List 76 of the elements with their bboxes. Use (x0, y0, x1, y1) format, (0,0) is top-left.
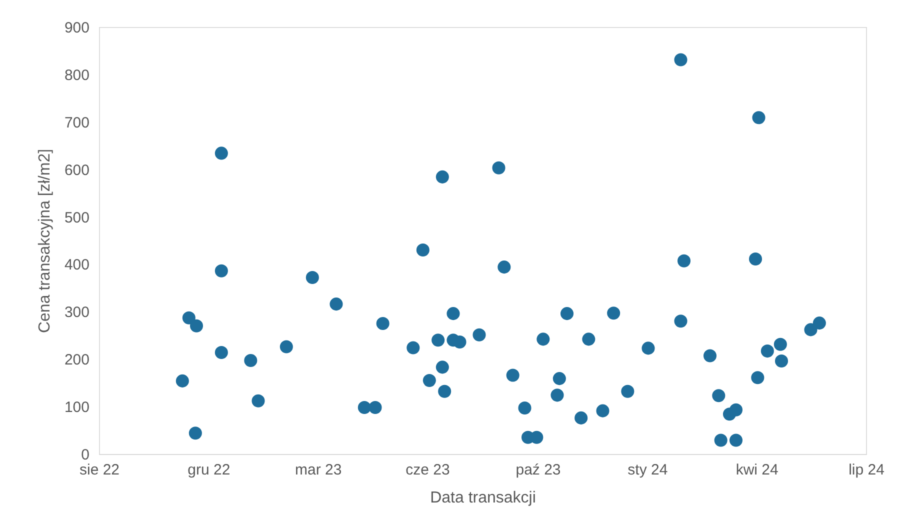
point (214, 146, 228, 160)
point (416, 243, 430, 256)
point (214, 264, 228, 278)
point (506, 368, 520, 382)
x-tick-label: cze 23 (406, 462, 450, 478)
point (751, 371, 764, 384)
point (530, 430, 544, 444)
y-tick-label: 100 (64, 399, 90, 416)
point (453, 336, 466, 349)
x-tick-label: sty 24 (628, 462, 668, 478)
point (774, 338, 787, 351)
y-axis-title: Cena transakcyjna [zł/m2] (36, 148, 54, 334)
x-tick-label: sie 22 (79, 462, 120, 478)
point (714, 434, 728, 447)
y-tick-label: 900 (64, 20, 90, 36)
point (376, 317, 390, 330)
point (774, 354, 788, 368)
point (280, 340, 293, 354)
point (176, 374, 189, 388)
point (812, 316, 826, 330)
point (560, 307, 574, 320)
point (252, 394, 265, 408)
x-tick-label: gru 22 (188, 462, 230, 478)
point (472, 328, 486, 342)
point (804, 323, 818, 336)
point (358, 401, 371, 414)
point (712, 389, 726, 402)
point (492, 161, 506, 174)
point (306, 271, 319, 284)
y-tick-label: 700 (64, 114, 90, 132)
point (182, 311, 196, 324)
point (188, 426, 202, 440)
point (729, 434, 743, 447)
y-tick-label: 600 (64, 162, 90, 179)
point (406, 341, 420, 354)
point (674, 314, 688, 328)
y-tick-label: 200 (64, 352, 90, 369)
point (729, 403, 743, 416)
point (214, 346, 228, 359)
point (703, 349, 717, 362)
point (498, 260, 511, 274)
point (244, 354, 258, 368)
point (438, 384, 452, 398)
point (422, 374, 436, 387)
y-tick-label: 400 (64, 256, 90, 274)
y-tick-label: 800 (64, 66, 90, 84)
point (582, 332, 596, 346)
point (596, 404, 610, 418)
point (677, 254, 691, 268)
x-tick-label: lip 24 (848, 462, 884, 478)
point (550, 388, 564, 402)
point (536, 332, 550, 346)
point (436, 170, 449, 184)
point (436, 360, 449, 374)
point (330, 298, 343, 311)
x-tick-label: kwi 24 (736, 462, 778, 478)
point (552, 372, 566, 386)
y-tick-label: 300 (64, 304, 90, 322)
x-tick-label: paź 23 (516, 462, 561, 478)
point (621, 384, 634, 398)
point (518, 401, 532, 414)
y-tick-label: 0 (81, 446, 90, 464)
point (574, 411, 588, 424)
point (190, 319, 204, 332)
point (674, 53, 688, 66)
point (446, 307, 460, 320)
x-tick-label: mar 23 (294, 462, 342, 478)
point (642, 342, 655, 355)
point (752, 111, 766, 124)
point (607, 306, 620, 320)
point (760, 344, 774, 358)
point (368, 401, 382, 414)
x-axis-title: Data transakcji (430, 490, 536, 506)
y-tick-label: 500 (64, 209, 90, 226)
point (432, 334, 445, 347)
point (748, 252, 762, 266)
